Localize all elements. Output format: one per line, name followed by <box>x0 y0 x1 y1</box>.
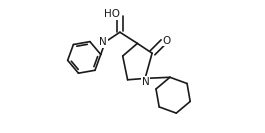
Text: HO: HO <box>104 9 120 19</box>
Text: O: O <box>163 36 171 46</box>
Text: N: N <box>142 77 149 87</box>
Text: N: N <box>99 37 107 47</box>
